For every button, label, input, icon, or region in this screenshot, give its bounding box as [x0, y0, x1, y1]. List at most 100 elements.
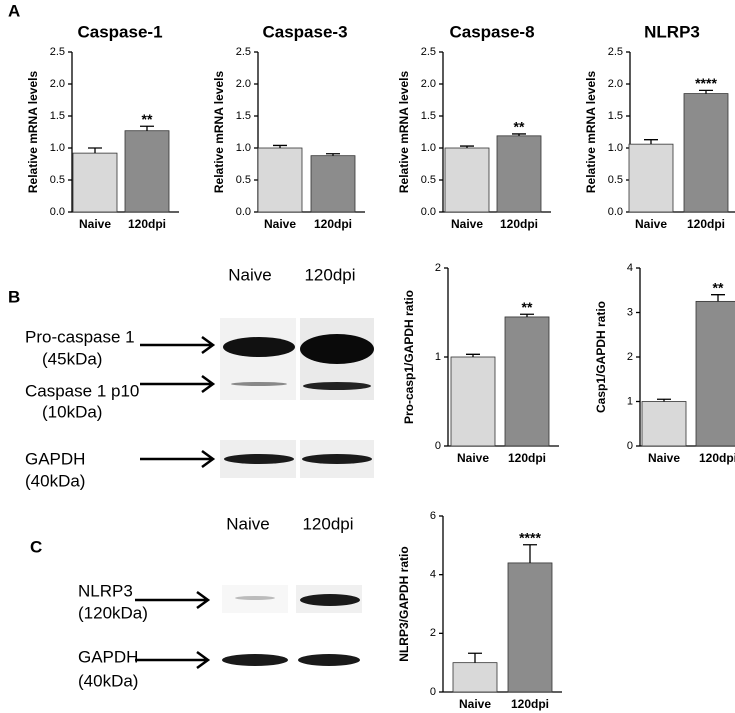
band-size: (120kDa)	[78, 603, 148, 622]
y-tick-label: 0.5	[50, 174, 65, 186]
blot-band	[300, 594, 360, 606]
y-tick-label: 2.0	[421, 78, 436, 90]
blot-band	[235, 596, 275, 600]
error-bar	[88, 147, 102, 154]
error-bar	[140, 125, 154, 131]
arrows	[135, 335, 216, 670]
blot-band	[298, 654, 360, 666]
error-bar	[523, 544, 537, 563]
band-name: GAPDH	[25, 449, 85, 468]
y-axis-label: Relative mRNA levels	[26, 71, 40, 194]
bar	[641, 401, 687, 447]
y-tick-label: 2.5	[50, 46, 65, 58]
blot-band	[224, 454, 294, 464]
bar	[72, 152, 118, 213]
y-axis-label: Casp1/GAPDH ratio	[594, 301, 608, 413]
y-axis-label: Pro-casp1/GAPDH ratio	[402, 290, 416, 424]
significance: **	[522, 299, 533, 315]
y-tick-label: 2	[430, 627, 436, 639]
y-tick-label: 0.0	[236, 206, 251, 218]
y-tick-label: 2.5	[421, 46, 436, 58]
blot-band	[222, 654, 288, 666]
bar	[496, 135, 542, 213]
y-tick-label: 1.5	[50, 110, 65, 122]
band-name: Pro-caspase 1	[25, 327, 135, 346]
y-tick-label: 2	[627, 351, 633, 363]
chart-title: NLRP3	[644, 22, 700, 41]
x-tick-label: 120dpi	[128, 217, 166, 231]
y-tick-label: 2.5	[608, 46, 623, 58]
x-tick-label: Naive	[79, 217, 111, 231]
panel-label: C	[30, 537, 42, 556]
error-bar	[326, 153, 340, 156]
bar	[507, 562, 553, 693]
error-bar	[466, 353, 480, 357]
y-tick-label: 0.0	[421, 206, 436, 218]
y-tick-label: 2	[435, 262, 441, 274]
y-axis-label: NLRP3/GAPDH ratio	[397, 546, 411, 661]
bar	[683, 93, 729, 213]
y-tick-label: 1.0	[608, 142, 623, 154]
y-tick-label: 2.0	[50, 78, 65, 90]
x-tick-label: Naive	[451, 217, 483, 231]
lane-label: 120dpi	[302, 514, 353, 533]
x-tick-label: 120dpi	[314, 217, 352, 231]
y-tick-label: 0	[435, 440, 441, 452]
y-tick-label: 4	[627, 262, 633, 274]
error-bar	[520, 313, 534, 317]
x-tick-label: 120dpi	[508, 451, 546, 465]
significance: ****	[695, 75, 717, 91]
y-tick-label: 1.0	[421, 142, 436, 154]
panel-label: B	[8, 287, 20, 306]
y-tick-label: 1	[627, 395, 633, 407]
error-bar	[468, 652, 482, 663]
x-tick-label: 120dpi	[699, 451, 735, 465]
band-name: NLRP3	[78, 581, 133, 600]
y-tick-label: 0	[430, 686, 436, 698]
x-tick-label: Naive	[635, 217, 667, 231]
error-bar	[657, 398, 671, 402]
y-tick-label: 1	[435, 351, 441, 363]
y-tick-label: 2.0	[608, 78, 623, 90]
y-tick-label: 1.0	[236, 142, 251, 154]
chart-title: Caspase-3	[262, 22, 347, 41]
bar	[452, 662, 498, 693]
y-axis-label: Relative mRNA levels	[397, 71, 411, 194]
x-tick-label: Naive	[457, 451, 489, 465]
bar	[504, 316, 550, 447]
blot-strip	[220, 318, 296, 400]
y-tick-label: 1.5	[608, 110, 623, 122]
error-bar	[644, 139, 658, 145]
x-tick-label: Naive	[648, 451, 680, 465]
band-size: (45kDa)	[42, 349, 102, 368]
y-tick-label: 0.0	[608, 206, 623, 218]
blot-band	[223, 337, 295, 357]
y-axis-label: Relative mRNA levels	[212, 71, 226, 194]
blot-band	[300, 334, 374, 364]
band-name: Caspase 1 p10	[25, 381, 139, 400]
y-tick-label: 1.0	[50, 142, 65, 154]
error-bar	[512, 133, 526, 136]
significance: **	[514, 119, 525, 135]
y-tick-label: 2.5	[236, 46, 251, 58]
band-name: GAPDH	[78, 647, 138, 666]
band-size: (40kDa)	[25, 471, 85, 490]
y-tick-label: 6	[430, 510, 436, 522]
bar	[695, 300, 735, 447]
blot-band	[231, 382, 287, 386]
y-tick-label: 4	[430, 569, 436, 581]
bar	[257, 147, 303, 213]
arrow	[135, 590, 211, 610]
lane-label: 120dpi	[304, 265, 355, 284]
significance: ****	[519, 529, 541, 545]
chart-title: Caspase-1	[77, 22, 162, 41]
bar	[628, 143, 674, 213]
arrow	[140, 449, 216, 469]
error-bar	[273, 144, 287, 148]
bar	[310, 155, 356, 213]
x-tick-label: 120dpi	[687, 217, 725, 231]
bar	[450, 356, 496, 447]
y-tick-label: 0.5	[608, 174, 623, 186]
panel-label: A	[8, 1, 20, 20]
y-tick-label: 0.5	[236, 174, 251, 186]
